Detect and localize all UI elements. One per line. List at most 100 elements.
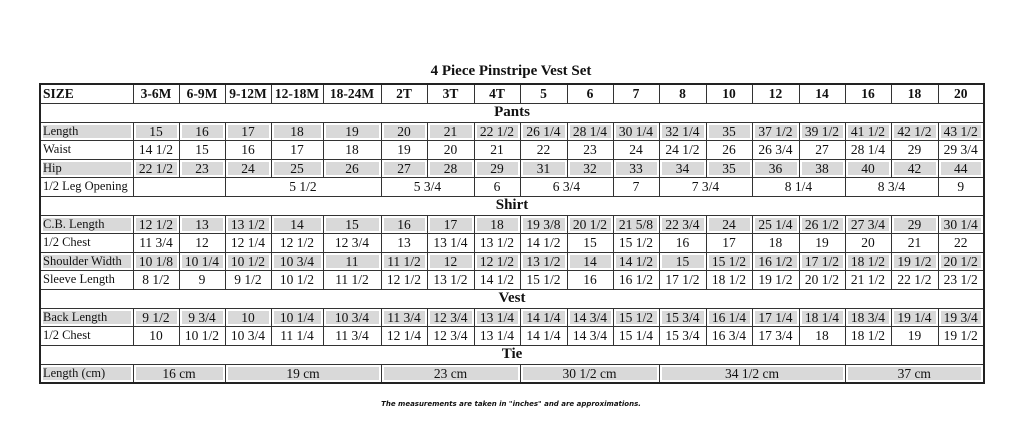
table-row: Back Length 9 1/2 9 3/4 10 10 1/4 10 3/4 11 3/… (39, 307, 985, 327)
table-cell: 6 3/4 (519, 177, 614, 197)
table-cell: 17 (426, 214, 475, 234)
size-chart-table: SIZE 3-6M 6-9M 9-12M 12-18M 18-24M 2T 3T 4T 5 6 7 8 1… (39, 83, 985, 384)
table-cell: 12 1/4 (224, 233, 272, 253)
row-label: Waist (39, 140, 134, 160)
size-column-header: 6-9M (178, 83, 226, 104)
size-column-header: 5 (519, 83, 568, 104)
table-cell: 16 1/2 (751, 251, 800, 271)
row-label: Shoulder Width (39, 251, 134, 271)
size-column-header: 16 (844, 83, 892, 104)
table-cell: 40 (844, 158, 892, 178)
table-cell: 12 (426, 251, 475, 271)
table-cell: 16 3/4 (705, 326, 753, 346)
table-cell: 31 (519, 158, 568, 178)
table-cell: 18 3/4 (844, 307, 892, 327)
table-cell: 11 3/4 (132, 233, 180, 253)
table-cell: 29 (473, 158, 521, 178)
table-cell: 11 1/2 (322, 270, 382, 290)
table-cell: 22 1/2 (890, 270, 939, 290)
table-cell: 11 1/2 (380, 251, 428, 271)
table-cell: 15 3/4 (658, 326, 707, 346)
table-cell: 35 (705, 121, 753, 141)
table-cell: 5 3/4 (380, 177, 475, 197)
table-cell: 17 1/2 (798, 251, 846, 271)
table-cell: 29 (890, 140, 939, 160)
table-cell: 30 1/4 (612, 121, 660, 141)
size-column-header: 12-18M (270, 83, 324, 104)
section-title: Vest (40, 288, 984, 309)
section-row: Tie (40, 344, 984, 365)
table-cell: 42 (890, 158, 939, 178)
table-row: 1/2 Chest 10 10 1/2 10 3/4 11 1/4 11 3/4 12 1/… (39, 326, 985, 346)
table-cell: 13 1/2 (224, 214, 272, 234)
table-cell: 13 (178, 214, 226, 234)
table-cell: 21 5/8 (612, 214, 660, 234)
table-cell: 14 3/4 (566, 326, 614, 346)
table-cell: 30 1/4 (937, 214, 985, 234)
table-row: Shoulder Width 10 1/8 10 1/4 10 1/2 10 3/4 11… (39, 251, 985, 271)
table-cell: 28 (426, 158, 475, 178)
table-cell: 9 3/4 (178, 307, 226, 327)
table-row: Waist 14 1/2 15 16 17 18 19 20 21 22 23 24 24 1/2 26 2… (39, 140, 985, 160)
table-cell: 24 1/2 (658, 140, 707, 160)
table-cell: 14 3/4 (566, 307, 614, 327)
table-cell: 10 3/4 (224, 326, 272, 346)
table-cell: 22 3/4 (658, 214, 707, 234)
table-cell: 29 (890, 214, 939, 234)
table-cell: 18 (322, 140, 382, 160)
table-cell: 17 1/4 (751, 307, 800, 327)
table-cell: 16 1/2 (612, 270, 660, 290)
table-cell: 18 (798, 326, 846, 346)
section-row: Pants (40, 102, 984, 123)
table-cell: 17 (270, 140, 324, 160)
section-row: Vest (40, 288, 984, 309)
table-cell: 10 1/2 (178, 326, 226, 346)
table-cell: 11 3/4 (380, 307, 428, 327)
table-row: Sleeve Length 8 1/2 9 9 1/2 10 1/2 11 1/2 12 1… (39, 270, 985, 290)
table-cell: 32 1/4 (658, 121, 707, 141)
table-cell: 14 1/2 (132, 140, 180, 160)
size-column-header: 14 (798, 83, 846, 104)
size-column-header: 8 (658, 83, 707, 104)
table-cell: 12 3/4 (426, 326, 475, 346)
table-cell: 5 1/2 (224, 177, 382, 197)
table-cell: 10 (224, 307, 272, 327)
table-cell: 16 (224, 140, 272, 160)
table-cell: 34 (658, 158, 707, 178)
table-cell: 23 (178, 158, 226, 178)
table-cell: 27 (380, 158, 428, 178)
table-cell: 15 (178, 140, 226, 160)
footnote: The measurements are taken in "inches" a… (381, 400, 641, 408)
table-cell: 23 (566, 140, 614, 160)
size-column-header: 3-6M (132, 83, 180, 104)
table-row: C.B. Length 12 1/2 13 13 1/2 14 15 16 17 18 19 3/… (39, 214, 985, 234)
size-column-header: 7 (612, 83, 660, 104)
table-cell: 22 1/2 (473, 121, 521, 141)
table-cell: 16 (178, 121, 226, 141)
table-cell: 23 cm (380, 363, 521, 384)
row-label: Length (39, 121, 134, 141)
table-cell: 19 (890, 326, 939, 346)
table-cell: 19 (322, 121, 382, 141)
table-cell: 17 1/2 (658, 270, 707, 290)
table-cell: 20 (426, 140, 475, 160)
section-title: Shirt (40, 195, 984, 216)
table-cell: 21 (890, 233, 939, 253)
table-cell: 10 3/4 (322, 307, 382, 327)
table-cell: 22 (937, 233, 985, 253)
table-cell: 18 (270, 121, 324, 141)
table-cell: 27 (798, 140, 846, 160)
table-cell: 13 (380, 233, 428, 253)
table-cell: 13 1/4 (473, 307, 521, 327)
table-cell: 42 1/2 (890, 121, 939, 141)
table-cell: 15 (322, 214, 382, 234)
table-cell: 37 1/2 (751, 121, 800, 141)
table-cell: 20 1/2 (937, 251, 985, 271)
row-label: 1/2 Leg Opening (39, 177, 134, 197)
size-column-header: 3T (426, 83, 475, 104)
table-cell: 20 (844, 233, 892, 253)
table-cell: 17 3/4 (751, 326, 800, 346)
table-cell: 14 1/2 (473, 270, 521, 290)
table-cell: 18 1/2 (705, 270, 753, 290)
table-cell: 10 1/2 (270, 270, 324, 290)
